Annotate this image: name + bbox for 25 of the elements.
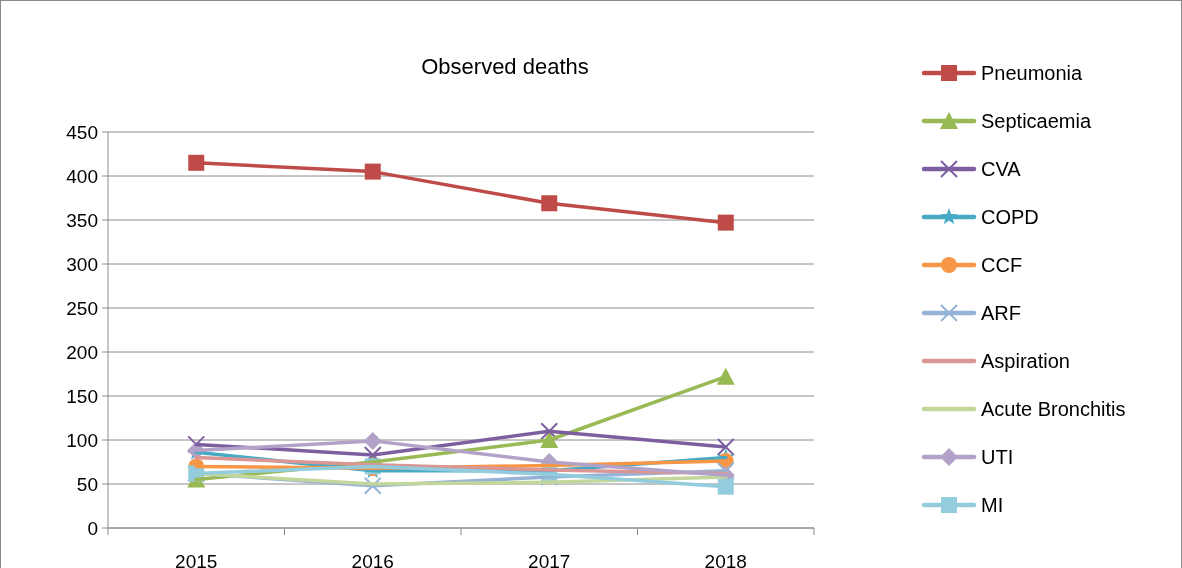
y-tick-label: 400 xyxy=(66,165,98,187)
y-tick-label: 0 xyxy=(87,517,98,539)
legend-label: Acute Bronchitis xyxy=(981,398,1126,420)
legend-label: UTI xyxy=(981,446,1014,468)
x-tick-label: 2018 xyxy=(704,551,747,568)
x-tick-label: 2016 xyxy=(351,551,394,568)
y-tick-label: 200 xyxy=(66,341,98,363)
y-tick-label: 350 xyxy=(66,209,98,231)
legend-label: COPD xyxy=(981,206,1039,228)
x-tick-label: 2015 xyxy=(175,551,218,568)
y-tick-label: 450 xyxy=(66,121,98,143)
legend-label: MI xyxy=(981,494,1004,516)
y-tick-label: 50 xyxy=(76,473,98,495)
legend-label: CVA xyxy=(981,158,1022,180)
y-tick-label: 150 xyxy=(66,385,98,407)
legend-label: Aspiration xyxy=(981,350,1070,372)
x-tick-label: 2017 xyxy=(528,551,571,568)
legend-label: CCF xyxy=(981,254,1023,276)
legend-label: Pneumonia xyxy=(981,62,1084,84)
y-tick-label: 250 xyxy=(66,297,98,319)
y-tick-label: 100 xyxy=(66,429,98,451)
legend-label: Septicaemia xyxy=(981,110,1092,132)
y-tick-label: 300 xyxy=(66,253,98,275)
legend-label: ARF xyxy=(981,302,1021,324)
chart-title: Observed deaths xyxy=(421,54,589,79)
